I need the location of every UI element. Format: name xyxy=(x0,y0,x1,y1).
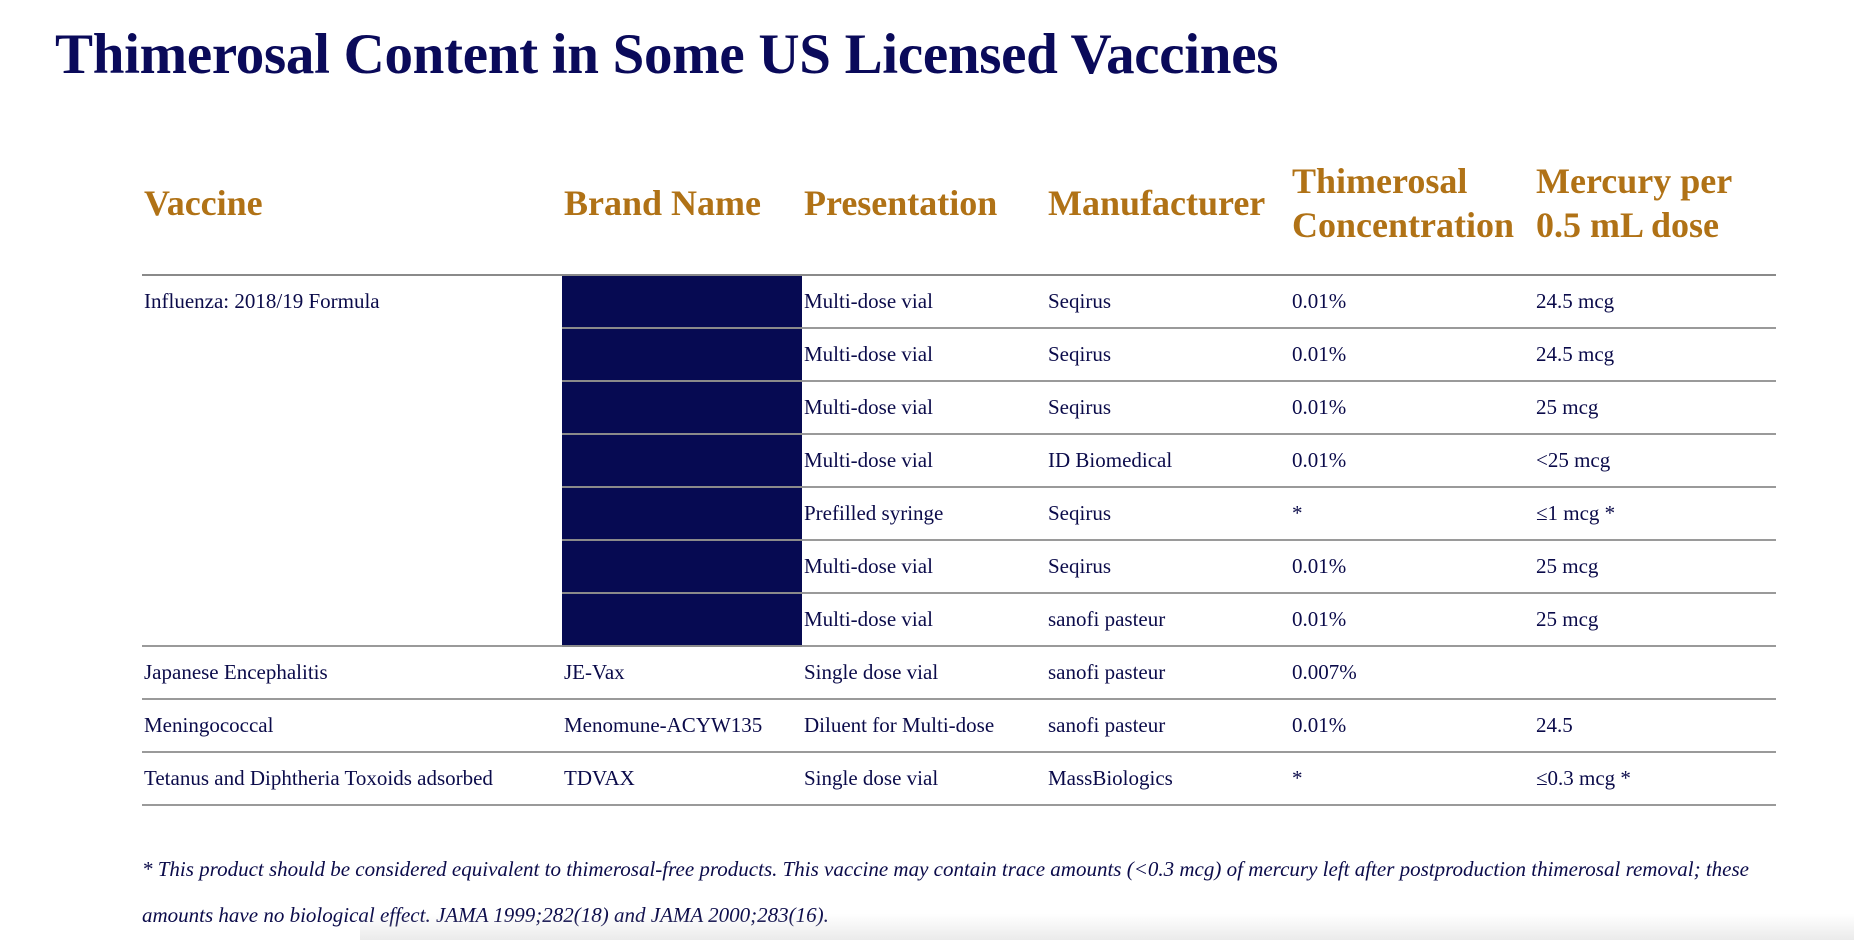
presentation-cell: Multi-dose vial xyxy=(802,540,1046,594)
mercury-cell xyxy=(1534,646,1776,700)
concentration-cell: 0.01% xyxy=(1290,381,1534,435)
presentation-cell: Multi-dose vial xyxy=(802,593,1046,647)
concentration-cell: 0.01% xyxy=(1290,540,1534,594)
manufacturer-cell: Seqirus xyxy=(1046,487,1290,541)
manufacturer-cell: sanofi pasteur xyxy=(1046,646,1290,700)
table-row: Meningococcal Menomune-ACYW135 Diluent f… xyxy=(142,699,1776,753)
redacted-brand-name xyxy=(562,487,802,541)
manufacturer-cell: ID Biomedical xyxy=(1046,434,1290,488)
concentration-cell: 0.01% xyxy=(1290,275,1534,329)
vaccine-table: Vaccine Brand Name Presentation Manufact… xyxy=(142,132,1776,806)
table-header-row: Vaccine Brand Name Presentation Manufact… xyxy=(142,132,1776,276)
vaccine-cell: Influenza: 2018/19 Formula xyxy=(142,275,562,647)
presentation-cell: Multi-dose vial xyxy=(802,381,1046,435)
manufacturer-cell: sanofi pasteur xyxy=(1046,593,1290,647)
manufacturer-cell: Seqirus xyxy=(1046,381,1290,435)
bottom-shadow xyxy=(360,914,1854,940)
redacted-brand-name xyxy=(562,540,802,594)
table-row: Multi-dose vial Seqirus 0.01% 25 mcg xyxy=(142,381,1776,435)
table-row: Japanese Encephalitis JE-Vax Single dose… xyxy=(142,646,1776,700)
header-presentation: Presentation xyxy=(802,132,1046,276)
concentration-cell: * xyxy=(1290,487,1534,541)
manufacturer-cell: Seqirus xyxy=(1046,540,1290,594)
redacted-brand-name xyxy=(562,381,802,435)
mercury-cell: 24.5 mcg xyxy=(1534,328,1776,382)
table-row: Multi-dose vial sanofi pasteur 0.01% 25 … xyxy=(142,593,1776,647)
presentation-cell: Multi-dose vial xyxy=(802,434,1046,488)
header-brand-name: Brand Name xyxy=(562,132,802,276)
redacted-brand-name xyxy=(562,275,802,329)
header-manufacturer: Manufacturer xyxy=(1046,132,1290,276)
vaccine-cell: Meningococcal xyxy=(142,699,562,753)
mercury-cell: 25 mcg xyxy=(1534,381,1776,435)
vaccine-cell: Tetanus and Diphtheria Toxoids adsorbed xyxy=(142,752,562,806)
table-row: Multi-dose vial Seqirus 0.01% 24.5 mcg xyxy=(142,328,1776,382)
table-row: Multi-dose vial Seqirus 0.01% 25 mcg xyxy=(142,540,1776,594)
redacted-brand-name xyxy=(562,593,802,647)
concentration-cell: * xyxy=(1290,752,1534,806)
table-row: Prefilled syringe Seqirus * ≤1 mcg * xyxy=(142,487,1776,541)
presentation-cell: Diluent for Multi-dose xyxy=(802,699,1046,753)
presentation-cell: Multi-dose vial xyxy=(802,275,1046,329)
redacted-brand-name xyxy=(562,434,802,488)
vaccine-cell: Japanese Encephalitis xyxy=(142,646,562,700)
manufacturer-cell: sanofi pasteur xyxy=(1046,699,1290,753)
presentation-cell: Single dose vial xyxy=(802,752,1046,806)
manufacturer-cell: Seqirus xyxy=(1046,328,1290,382)
mercury-cell: ≤0.3 mcg * xyxy=(1534,752,1776,806)
manufacturer-cell: MassBiologics xyxy=(1046,752,1290,806)
header-thimerosal-concentration: Thimerosal Concentration xyxy=(1290,132,1534,276)
table-row: Tetanus and Diphtheria Toxoids adsorbed … xyxy=(142,752,1776,806)
mercury-cell: ≤1 mcg * xyxy=(1534,487,1776,541)
concentration-cell: 0.01% xyxy=(1290,593,1534,647)
header-vaccine: Vaccine xyxy=(142,132,562,276)
brand-name-cell: Menomune-ACYW135 xyxy=(562,699,802,753)
mercury-cell: 24.5 mcg xyxy=(1534,275,1776,329)
concentration-cell: 0.01% xyxy=(1290,328,1534,382)
presentation-cell: Prefilled syringe xyxy=(802,487,1046,541)
concentration-cell: 0.01% xyxy=(1290,699,1534,753)
mercury-cell: 24.5 xyxy=(1534,699,1776,753)
table-row: Multi-dose vial ID Biomedical 0.01% <25 … xyxy=(142,434,1776,488)
header-mercury-per-dose: Mercury per 0.5 mL dose xyxy=(1534,132,1776,276)
mercury-cell: 25 mcg xyxy=(1534,593,1776,647)
table-row: Influenza: 2018/19 Formula Multi-dose vi… xyxy=(142,275,1776,647)
brand-name-cell: TDVAX xyxy=(562,752,802,806)
manufacturer-cell: Seqirus xyxy=(1046,275,1290,329)
concentration-cell: 0.007% xyxy=(1290,646,1534,700)
mercury-cell: <25 mcg xyxy=(1534,434,1776,488)
concentration-cell: 0.01% xyxy=(1290,434,1534,488)
brand-name-cell: JE-Vax xyxy=(562,646,802,700)
mercury-cell: 25 mcg xyxy=(1534,540,1776,594)
presentation-cell: Multi-dose vial xyxy=(802,328,1046,382)
footnote: * This product should be considered equi… xyxy=(142,857,1749,927)
page-title: Thimerosal Content in Some US Licensed V… xyxy=(55,23,1279,86)
redacted-brand-name xyxy=(562,328,802,382)
presentation-cell: Single dose vial xyxy=(802,646,1046,700)
